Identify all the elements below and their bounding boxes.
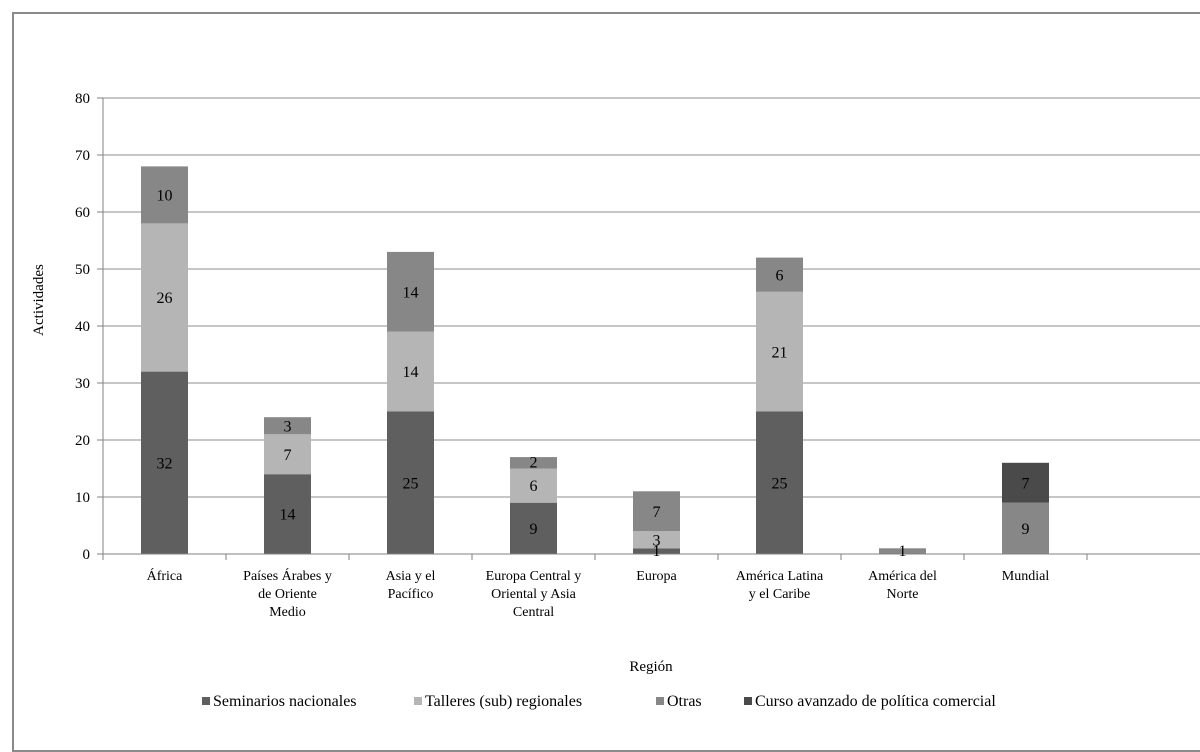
y-tick-label: 40 [75, 319, 90, 335]
data-label: 9 [1022, 521, 1030, 538]
bar-segment [264, 417, 311, 435]
legend-label-curso: Curso avanzado de política comercial [755, 693, 996, 710]
y-axis-title: Actividades [31, 264, 47, 336]
y-tick-label: 10 [75, 490, 90, 506]
data-label: 7 [653, 504, 661, 521]
legend-label-talleres: Talleres (sub) regionales [425, 693, 582, 710]
y-tick-labels: 0 10 20 30 40 50 60 70 80 [75, 91, 90, 563]
bar-segment [756, 291, 803, 412]
bar-segment [879, 548, 926, 554]
y-tick-label: 70 [75, 148, 90, 164]
bar-segment [510, 468, 557, 503]
data-label: 7 [284, 447, 292, 464]
x-category-label: América del Norte [868, 569, 937, 602]
y-tick-label: 0 [83, 547, 91, 563]
data-label: 9 [530, 521, 538, 538]
data-label: 21 [772, 344, 788, 361]
data-label: 3 [284, 418, 292, 435]
bar-segment [1002, 462, 1049, 503]
bar-segment [141, 371, 188, 554]
data-label: 1 [653, 543, 661, 560]
data-label: 1 [899, 543, 907, 560]
bar-segment [756, 257, 803, 292]
axes [97, 97, 1200, 560]
bar-segment [510, 457, 557, 469]
data-label: 10 [157, 188, 173, 205]
chart-frame [12, 12, 1200, 752]
bar-segment [141, 166, 188, 224]
bar-segment [264, 474, 311, 554]
bar-segment [264, 434, 311, 475]
data-label: 7 [1022, 475, 1030, 492]
y-tick-label: 60 [75, 205, 90, 221]
x-category-label: Europa Central y Oriental y Asia Central [486, 569, 582, 620]
bar-segment [633, 548, 680, 554]
x-category-label: África [147, 567, 184, 584]
bar-segment [633, 531, 680, 549]
bar-segment [1002, 502, 1049, 554]
data-label: 14 [403, 284, 419, 301]
data-label: 26 [157, 290, 173, 307]
x-category-label: Asia y el Pacífico [386, 569, 436, 602]
data-label: 3 [653, 532, 661, 549]
x-category-label: América Latina y el Caribe [736, 569, 824, 602]
x-category-label: Países Árabes y de Oriente Medio [243, 567, 332, 620]
legend-swatch-seminarios [202, 697, 210, 705]
data-label: 6 [530, 478, 538, 495]
data-label: 2 [530, 455, 538, 472]
data-label: 32 [157, 455, 173, 472]
bars [141, 166, 1049, 554]
bar-segment [141, 223, 188, 372]
y-tick-label: 50 [75, 262, 90, 278]
legend-label-otras: Otras [667, 693, 702, 710]
bar-segment [510, 502, 557, 554]
legend-label-seminarios: Seminarios nacionales [213, 693, 357, 710]
data-label: 25 [772, 475, 788, 492]
data-label: 14 [403, 364, 419, 381]
legend: Seminarios nacionales Talleres (sub) reg… [202, 693, 996, 710]
data-label: 6 [776, 267, 784, 284]
x-category-label: Europa [636, 569, 677, 584]
bar-segment [387, 411, 434, 554]
bar-segment [756, 411, 803, 554]
bar-segment [387, 251, 434, 332]
y-tick-label: 80 [75, 91, 90, 107]
x-category-labels: África Países Árabes y de Oriente Medio Asia… [147, 567, 1050, 620]
x-category-label: Mundial [1002, 569, 1050, 584]
y-tick-label: 20 [75, 433, 90, 449]
y-tick-label: 30 [75, 376, 90, 392]
bar-segment [387, 331, 434, 412]
data-label: 25 [403, 475, 419, 492]
legend-swatch-talleres [414, 697, 422, 705]
legend-swatch-curso [744, 697, 752, 705]
data-label: 14 [280, 507, 296, 524]
bar-segment [633, 491, 680, 532]
legend-swatch-otras [656, 697, 664, 705]
x-axis-title: Región [629, 659, 673, 675]
